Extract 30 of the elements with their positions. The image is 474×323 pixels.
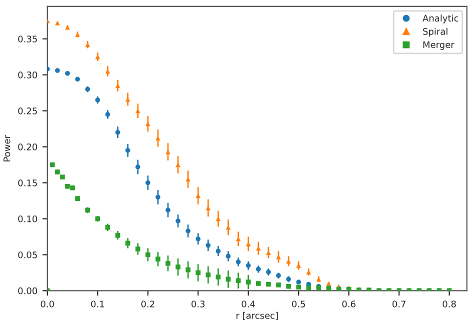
x-axis-title: r [arcsec]	[236, 312, 278, 320]
y-tick-label: 0.05	[18, 251, 37, 258]
y-tick-label: 0.00	[18, 287, 38, 294]
x-tick-label: 0.6	[342, 300, 356, 308]
point	[256, 281, 261, 286]
point	[286, 284, 291, 289]
y-tick-label: 0.25	[18, 108, 37, 114]
y-tick-label: 0.15	[18, 179, 37, 186]
y-tick-label: 0.35	[18, 36, 37, 42]
x-tick-label: 0.7	[392, 300, 406, 308]
x-tick-label: 0.2	[141, 300, 154, 308]
x-tick-label: 0.3	[192, 300, 205, 308]
point	[296, 280, 301, 284]
x-tick-label: 0.8	[442, 300, 456, 308]
x-tick-label: 0.0	[40, 300, 54, 308]
y-tick-label: 0.10	[18, 215, 38, 222]
point	[326, 281, 332, 286]
legend-label: Merger	[423, 41, 454, 50]
legend-label: Spiral	[423, 28, 448, 37]
legend-label: Analytic	[422, 14, 458, 24]
y-axis-title: Power	[4, 134, 10, 162]
point	[266, 282, 271, 287]
x-tick-label: 0.1	[91, 300, 104, 308]
point	[296, 284, 301, 290]
y-tick-label: 0.30	[18, 72, 38, 78]
point	[306, 285, 312, 290]
y-tick-label: 0.20	[18, 144, 38, 150]
x-tick-label: 0.4	[242, 300, 256, 308]
point	[276, 282, 281, 288]
x-tick-label: 0.5	[292, 300, 305, 308]
